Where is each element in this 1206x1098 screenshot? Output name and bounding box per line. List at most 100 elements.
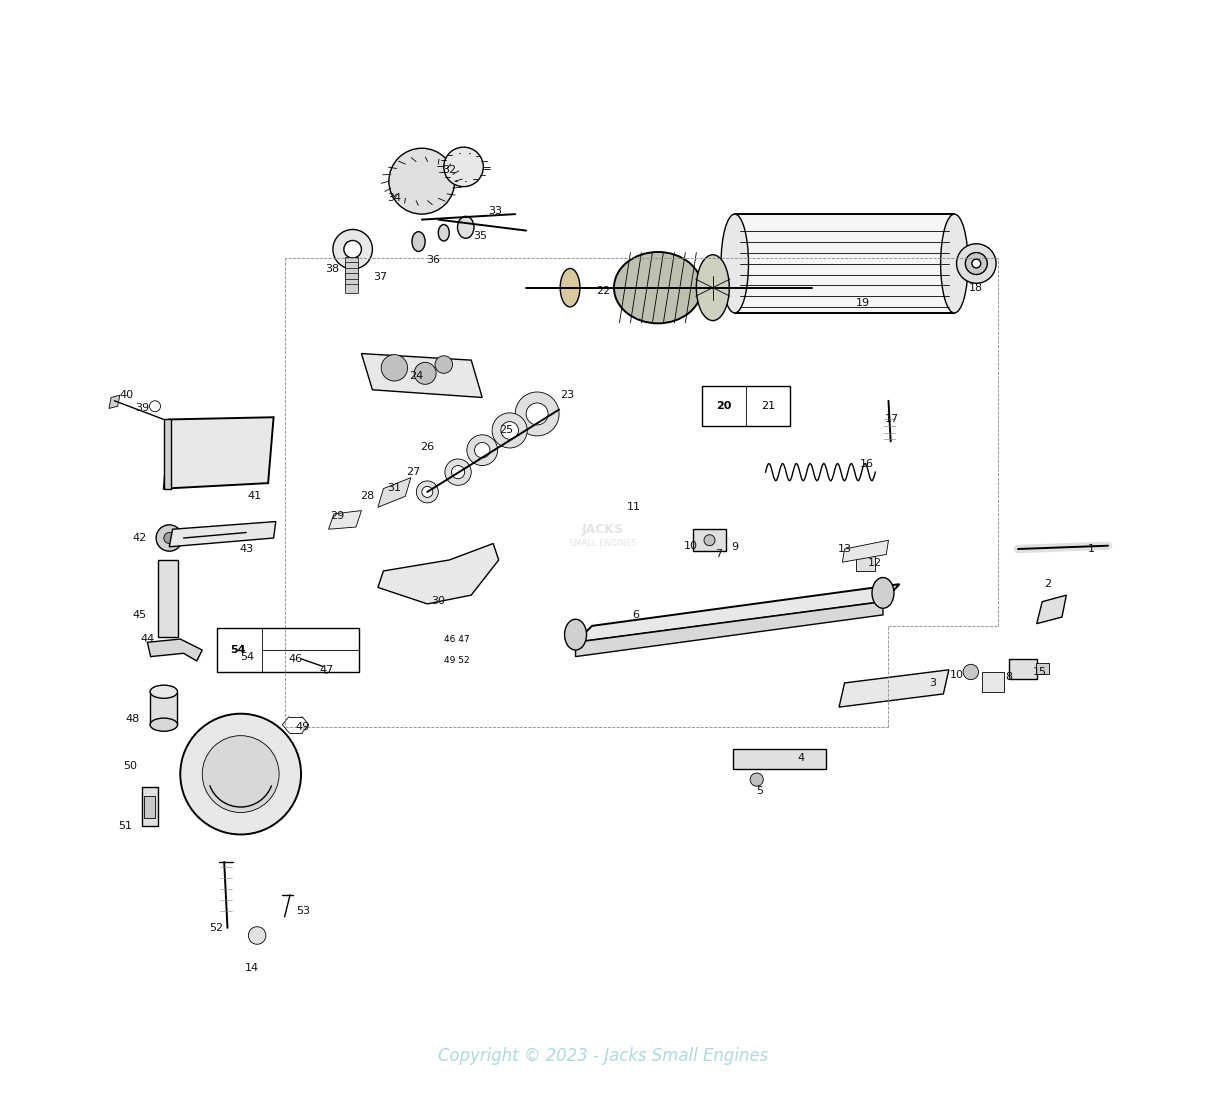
Text: 34: 34 [387, 192, 402, 203]
Polygon shape [839, 670, 949, 707]
Polygon shape [842, 540, 889, 562]
Text: 48: 48 [125, 714, 140, 725]
Circle shape [416, 481, 438, 503]
Bar [142, 787, 158, 826]
Circle shape [203, 736, 279, 813]
Text: 33: 33 [488, 205, 503, 216]
Text: 38: 38 [324, 264, 339, 274]
Text: 14: 14 [245, 963, 259, 974]
Circle shape [515, 392, 560, 436]
Ellipse shape [457, 216, 474, 238]
Text: 43: 43 [239, 544, 253, 554]
Circle shape [467, 435, 498, 466]
Text: 22: 22 [596, 285, 610, 296]
Text: 41: 41 [248, 491, 262, 502]
Circle shape [422, 486, 433, 497]
Bar [345, 273, 358, 282]
Bar [150, 692, 177, 725]
Text: 52: 52 [210, 922, 223, 933]
Bar [345, 284, 358, 293]
Text: 53: 53 [297, 906, 310, 917]
Circle shape [526, 403, 548, 425]
Text: 50: 50 [123, 761, 136, 772]
Polygon shape [575, 602, 883, 657]
Circle shape [956, 244, 996, 283]
Circle shape [500, 422, 519, 439]
Circle shape [381, 355, 408, 381]
Text: 6: 6 [632, 609, 639, 620]
Text: 24: 24 [409, 370, 423, 381]
Bar [217, 628, 359, 672]
Bar [1009, 659, 1037, 679]
Bar [345, 268, 358, 277]
Bar [855, 554, 876, 571]
Text: 26: 26 [420, 441, 434, 452]
Circle shape [388, 148, 455, 214]
Bar [345, 257, 358, 266]
Circle shape [333, 229, 373, 269]
Text: 9: 9 [731, 541, 738, 552]
Bar [345, 262, 358, 271]
Circle shape [964, 664, 978, 680]
Circle shape [180, 714, 302, 834]
Text: 25: 25 [499, 425, 514, 436]
Circle shape [474, 442, 490, 458]
Text: JACKS: JACKS [582, 523, 624, 536]
Text: Copyright © 2023 - Jacks Small Engines: Copyright © 2023 - Jacks Small Engines [438, 1047, 768, 1065]
Text: 46 47: 46 47 [444, 635, 469, 643]
Text: 42: 42 [133, 533, 147, 544]
Text: 37: 37 [373, 271, 387, 282]
Text: 10: 10 [684, 540, 698, 551]
Circle shape [344, 240, 362, 258]
Ellipse shape [872, 578, 894, 608]
Polygon shape [377, 478, 411, 507]
Ellipse shape [412, 232, 426, 251]
Text: 31: 31 [387, 482, 402, 493]
Text: 10: 10 [949, 670, 964, 681]
Text: 35: 35 [473, 231, 487, 242]
Bar [702, 386, 790, 426]
Polygon shape [575, 584, 900, 642]
Circle shape [492, 413, 527, 448]
Ellipse shape [721, 214, 749, 313]
Circle shape [414, 362, 437, 384]
Bar [693, 529, 726, 551]
Text: 11: 11 [627, 502, 640, 513]
Ellipse shape [614, 253, 702, 324]
Text: 51: 51 [118, 820, 133, 831]
Text: 16: 16 [860, 459, 873, 470]
Text: 4: 4 [797, 752, 804, 763]
Text: 15: 15 [1034, 666, 1047, 677]
Circle shape [156, 525, 182, 551]
Circle shape [248, 927, 265, 944]
Text: 30: 30 [432, 595, 445, 606]
Polygon shape [362, 354, 482, 397]
Bar [732, 749, 826, 769]
Text: 45: 45 [133, 609, 147, 620]
Text: 44: 44 [140, 634, 154, 645]
Ellipse shape [696, 255, 730, 321]
Ellipse shape [438, 224, 450, 240]
Circle shape [269, 642, 295, 669]
Text: SMALL ENGINES: SMALL ENGINES [569, 539, 637, 548]
Ellipse shape [560, 269, 580, 307]
Text: 21: 21 [761, 401, 774, 412]
Text: 1: 1 [1088, 544, 1095, 554]
Bar [1036, 663, 1049, 674]
Circle shape [445, 459, 472, 485]
Ellipse shape [941, 214, 968, 313]
Text: 13: 13 [837, 544, 851, 554]
Circle shape [164, 533, 175, 544]
Ellipse shape [150, 718, 177, 731]
Bar [144, 796, 156, 818]
Bar [345, 279, 358, 288]
Text: 8: 8 [1006, 672, 1013, 683]
Text: 17: 17 [885, 414, 898, 425]
Polygon shape [147, 639, 203, 661]
Text: 28: 28 [359, 491, 374, 502]
Text: 19: 19 [856, 298, 871, 309]
Text: 39: 39 [135, 403, 148, 414]
Bar [158, 560, 178, 637]
Text: 36: 36 [426, 255, 440, 266]
Circle shape [321, 662, 332, 673]
